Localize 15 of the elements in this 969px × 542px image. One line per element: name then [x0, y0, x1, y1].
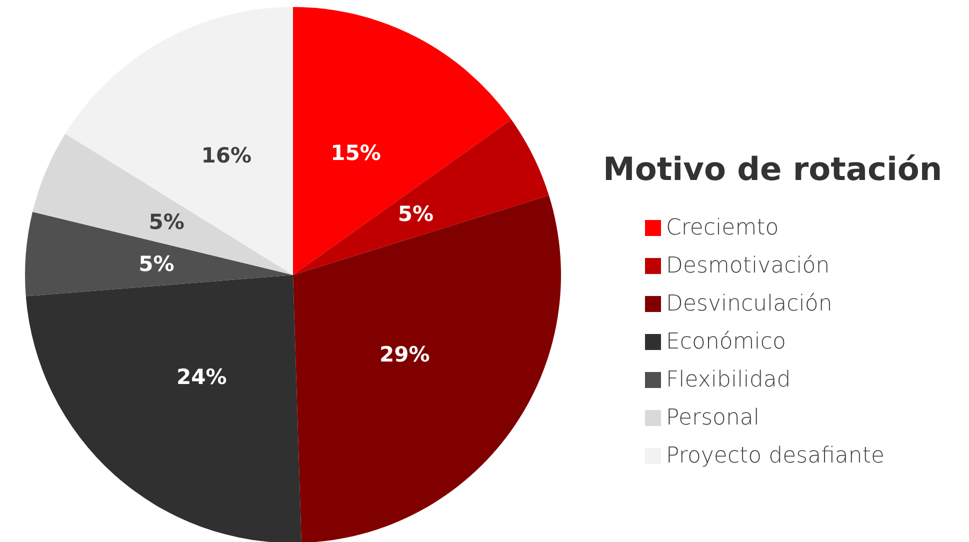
data-label: 15% [330, 141, 381, 166]
legend-label: Personal [666, 406, 760, 430]
data-label: 5% [148, 210, 184, 234]
data-label: 16% [201, 143, 252, 168]
legend-label: Flexibilidad [666, 368, 791, 392]
legend-label: Creciemto [666, 216, 779, 240]
legend-label: Económico [666, 330, 786, 354]
data-label: 5% [398, 202, 434, 226]
legend-label: Proyecto desafiante [666, 444, 885, 468]
legend-title: Motivo de rotación [603, 150, 942, 188]
data-label: 5% [138, 252, 174, 276]
data-label: 29% [379, 342, 430, 366]
legend-label: Desmotivación [666, 254, 830, 278]
data-label: 24% [176, 365, 227, 390]
legend-label: Desvinculación [666, 292, 832, 316]
